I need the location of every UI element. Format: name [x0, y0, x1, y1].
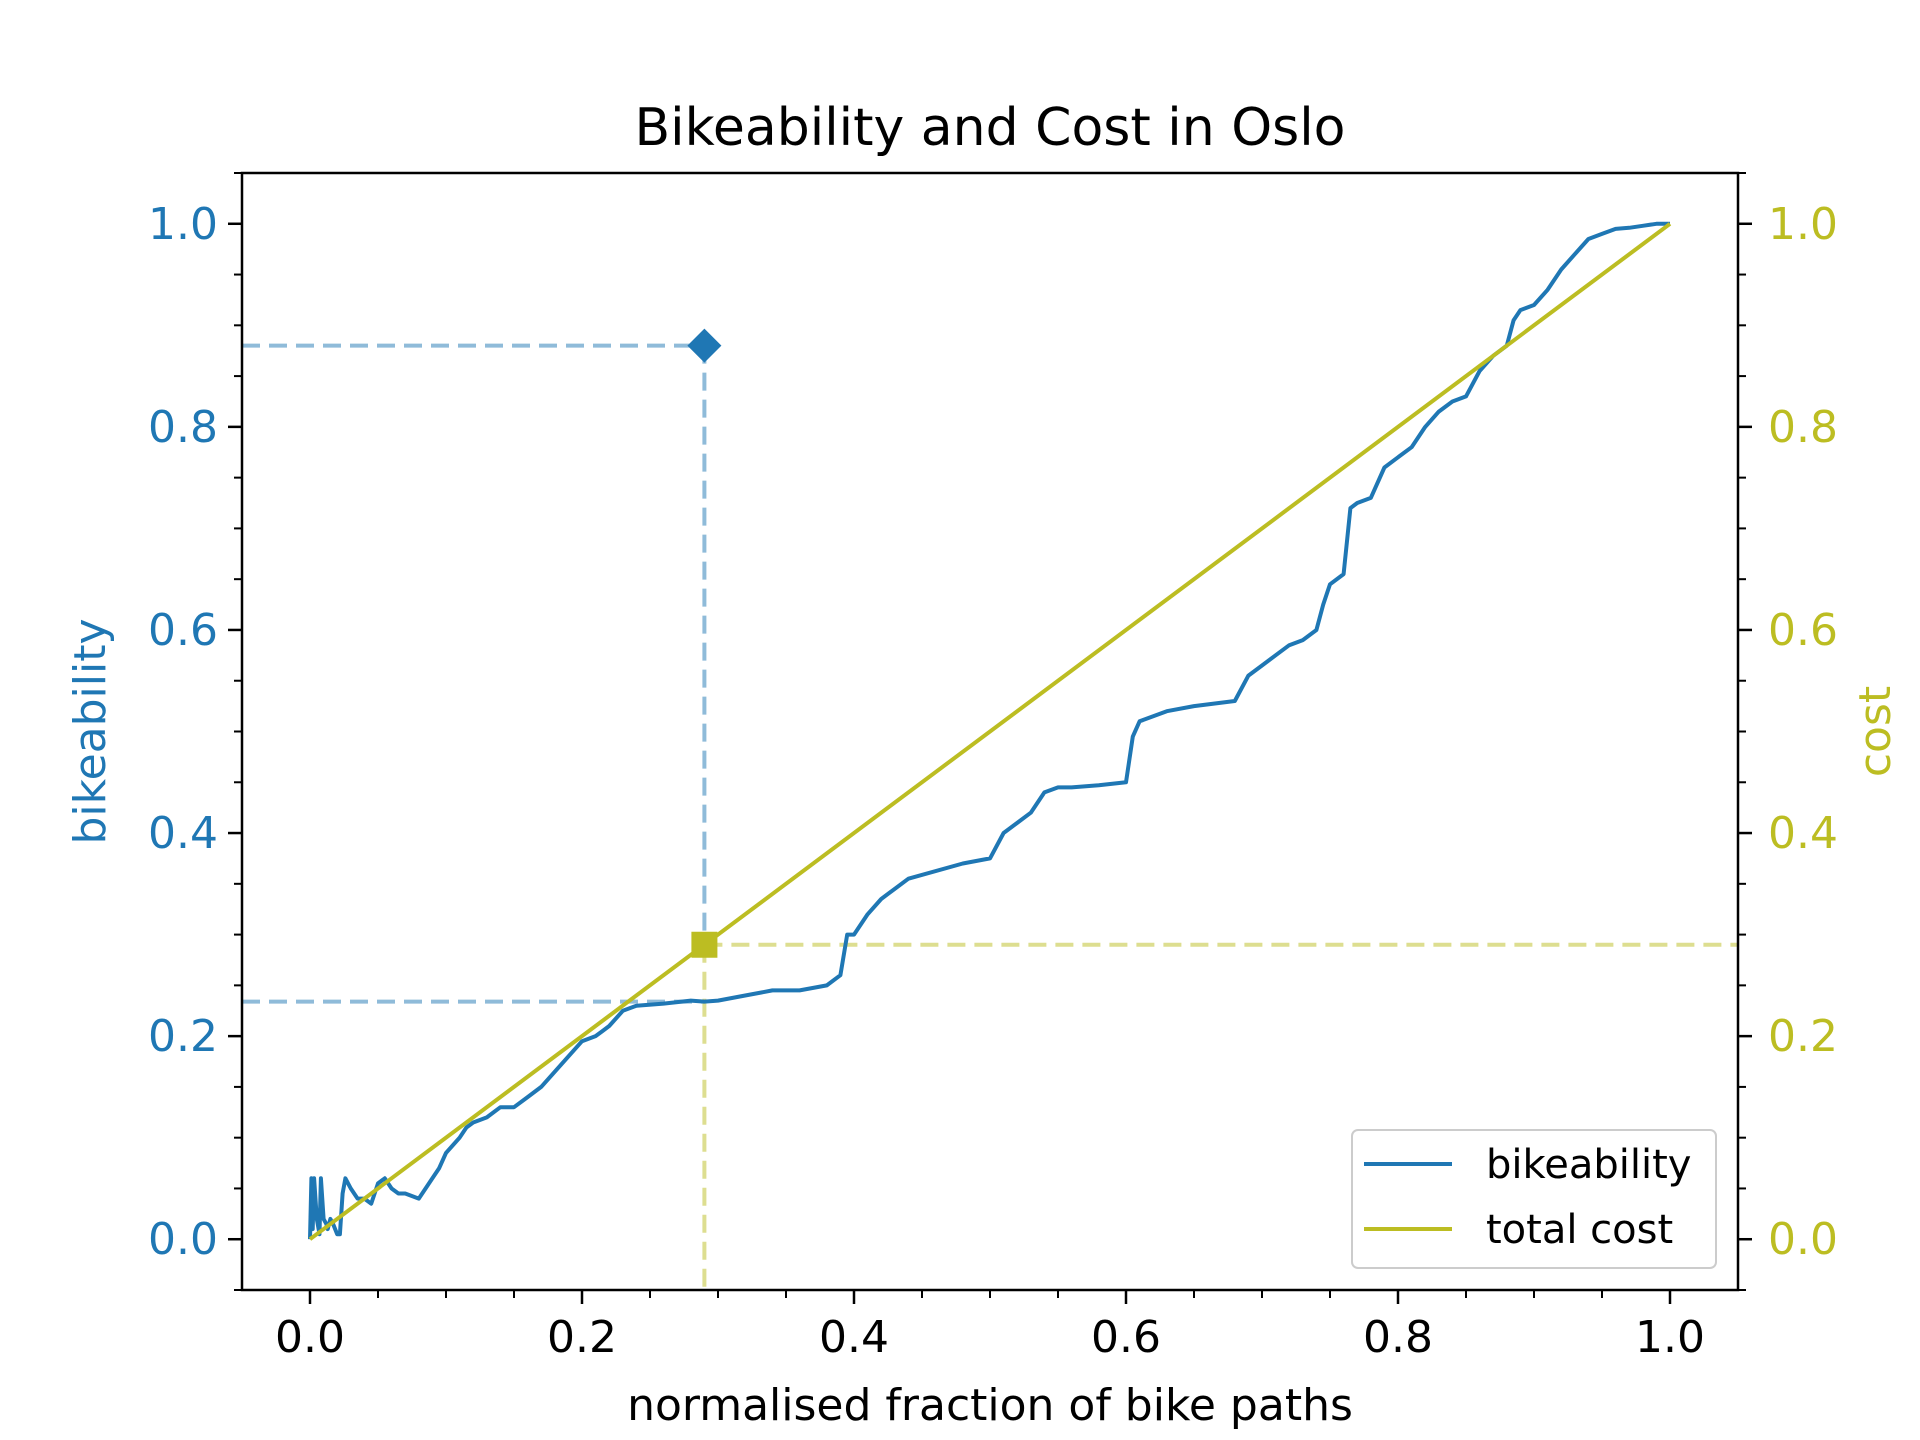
- y-left-tick-label-5: 1.0: [148, 199, 218, 250]
- y-right-tick-label-4: 0.8: [1768, 402, 1838, 453]
- y-right-tick-label-2: 0.4: [1768, 808, 1838, 859]
- y-axis-left-ticks: 0.0 0.2 0.4 0.6 0.8 1.0: [148, 172, 242, 1291]
- y-right-tick-label-0: 0.0: [1768, 1214, 1838, 1265]
- y-axis-right-ticks: 0.0 0.2 0.4 0.6 0.8 1.0: [1738, 172, 1838, 1291]
- y-axis-right-label: cost: [1850, 686, 1901, 777]
- marker-diamond: [687, 328, 722, 363]
- y-left-tick-label-2: 0.4: [148, 808, 218, 859]
- x-tick-label-3: 0.6: [1091, 1312, 1161, 1363]
- chart-title: Bikeability and Cost in Oslo: [635, 98, 1346, 158]
- y-left-tick-label-3: 0.6: [148, 605, 218, 656]
- legend: bikeability total cost: [1351, 1129, 1717, 1269]
- marker-layer: [687, 328, 722, 958]
- y-left-tick-label-1: 0.2: [148, 1011, 218, 1062]
- legend-label-bikeability: bikeability: [1486, 1142, 1691, 1188]
- y-left-tick-label-4: 0.8: [148, 402, 218, 453]
- x-tick-label-4: 0.8: [1363, 1312, 1433, 1363]
- y-right-tick-label-3: 0.6: [1768, 605, 1838, 656]
- series-line-total-cost: [308, 222, 1672, 1241]
- x-axis-ticks: 0.0 0.2 0.4 0.6 0.8 1.0: [275, 1290, 1705, 1363]
- x-tick-label-5: 1.0: [1635, 1312, 1705, 1363]
- x-axis-label: normalised fraction of bike paths: [627, 1380, 1353, 1431]
- marker-square: [691, 931, 718, 958]
- series-line-bikeability: [308, 221, 1670, 1240]
- y-right-tick-label-1: 0.2: [1768, 1011, 1838, 1062]
- series-layer: [308, 221, 1672, 1241]
- x-tick-label-2: 0.4: [819, 1312, 889, 1363]
- y-right-tick-label-5: 1.0: [1768, 199, 1838, 250]
- x-tick-label-0: 0.0: [275, 1312, 345, 1363]
- y-axis-left-label: bikeability: [65, 619, 116, 845]
- x-tick-label-1: 0.2: [547, 1312, 617, 1363]
- legend-label-total-cost: total cost: [1486, 1207, 1673, 1253]
- y-left-tick-label-0: 0.0: [148, 1214, 218, 1265]
